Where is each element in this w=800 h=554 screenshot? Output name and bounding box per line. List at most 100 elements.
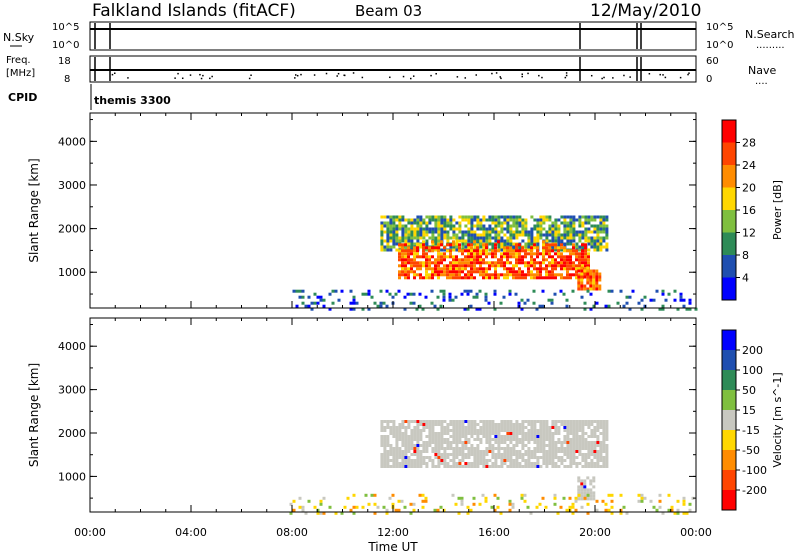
heatmap-cell <box>404 435 408 438</box>
heatmap-cell <box>448 292 452 296</box>
heatmap-cell <box>491 249 494 253</box>
heatmap-cell <box>563 447 567 450</box>
heatmap-cell <box>551 249 554 253</box>
heatmap-cell <box>545 450 549 453</box>
heatmap-cell <box>625 511 629 515</box>
heatmap-cell <box>398 447 402 450</box>
heatmap-cell <box>407 218 411 222</box>
heatmap-cell <box>563 420 567 423</box>
heatmap-cell <box>593 236 597 240</box>
heatmap-cell <box>398 432 402 435</box>
heatmap-cell <box>602 236 606 240</box>
heatmap-cell <box>446 273 449 277</box>
heatmap-cell <box>476 261 479 265</box>
heatmap-cell <box>443 432 447 435</box>
heatmap-cell <box>392 218 396 222</box>
heatmap-cell <box>452 227 456 231</box>
heatmap-cell <box>422 456 426 459</box>
heatmap-cell <box>446 441 450 444</box>
heatmap-cell <box>676 307 680 311</box>
heatmap-cell <box>470 462 474 465</box>
heatmap-cell <box>554 252 557 256</box>
heatmap-cell <box>566 258 569 262</box>
heatmap-cell <box>491 429 495 432</box>
heatmap-cell <box>578 218 582 222</box>
heatmap-cell <box>458 432 462 435</box>
heatmap-cell <box>562 496 566 500</box>
colorbar-tick-label: 100 <box>742 364 763 377</box>
heatmap-cell <box>487 301 491 305</box>
heatmap-cell <box>464 465 468 468</box>
heatmap-cell <box>298 505 302 509</box>
heatmap-cell <box>401 420 405 423</box>
heatmap-cell <box>446 429 450 432</box>
heatmap-cell <box>386 450 390 453</box>
heatmap-cell <box>455 453 459 456</box>
heatmap-cell <box>584 456 588 459</box>
heatmap-cell <box>440 230 444 234</box>
heatmap-cell <box>557 249 560 253</box>
heatmap-cell <box>389 459 393 462</box>
heatmap-cell <box>397 499 401 503</box>
heatmap-cell <box>404 236 408 240</box>
heatmap-cell <box>410 258 413 262</box>
heatmap-cell <box>437 465 441 468</box>
heatmap-cell <box>527 450 531 453</box>
heatmap-cell <box>602 215 606 219</box>
heatmap-cell <box>473 245 477 249</box>
heatmap-cell <box>548 438 552 441</box>
heatmap-cell <box>440 447 444 450</box>
heatmap-cell <box>416 420 420 423</box>
heatmap-cell <box>506 261 509 265</box>
heatmap-cell <box>548 276 551 280</box>
heatmap-cell <box>461 423 465 426</box>
heatmap-cell <box>491 453 495 456</box>
heatmap-cell <box>562 292 566 296</box>
heatmap-cell <box>425 450 429 453</box>
colorbar-segment <box>722 330 736 350</box>
heatmap-cell <box>545 218 549 222</box>
heatmap-cell <box>488 423 492 426</box>
heatmap-cell <box>407 261 410 265</box>
heatmap-cell <box>395 248 399 252</box>
heatmap-cell <box>472 502 476 506</box>
heatmap-cell <box>458 447 462 450</box>
heatmap-cell <box>602 429 606 432</box>
heatmap-cell <box>497 215 501 219</box>
heatmap-cell <box>599 426 603 429</box>
heatmap-cell <box>596 441 600 444</box>
heatmap-cell <box>542 459 546 462</box>
heatmap-cell <box>511 505 515 509</box>
heatmap-cell <box>446 236 450 240</box>
heatmap-cell <box>482 252 485 256</box>
heatmap-cell <box>470 258 473 262</box>
heatmap-cell <box>398 258 401 262</box>
heatmap-cell <box>449 243 452 247</box>
heatmap-cell <box>434 273 437 277</box>
heatmap-cell <box>458 239 462 243</box>
heatmap-cell <box>484 292 488 296</box>
freq-point <box>294 77 296 79</box>
heatmap-cell <box>301 295 305 299</box>
heatmap-cell <box>536 447 540 450</box>
heatmap-cell <box>589 488 593 492</box>
heatmap-cell <box>488 438 492 441</box>
heatmap-cell <box>593 224 597 228</box>
heatmap-cell <box>337 298 341 302</box>
heatmap-cell <box>503 249 506 253</box>
y-tick-label: 2000 <box>58 427 86 440</box>
heatmap-cell <box>506 242 510 246</box>
heatmap-cell <box>473 233 477 237</box>
heatmap-cell <box>566 450 570 453</box>
heatmap-cell <box>523 499 527 503</box>
heatmap-cell <box>404 264 407 268</box>
heatmap-cell <box>461 429 465 432</box>
heatmap-cell <box>593 239 597 243</box>
heatmap-cell <box>512 447 516 450</box>
heatmap-cell <box>593 435 597 438</box>
heatmap-cell <box>509 246 512 250</box>
heatmap-cell <box>605 248 609 252</box>
heatmap-cell <box>398 465 402 468</box>
heatmap-cell <box>586 491 590 495</box>
heatmap-cell <box>494 456 498 459</box>
